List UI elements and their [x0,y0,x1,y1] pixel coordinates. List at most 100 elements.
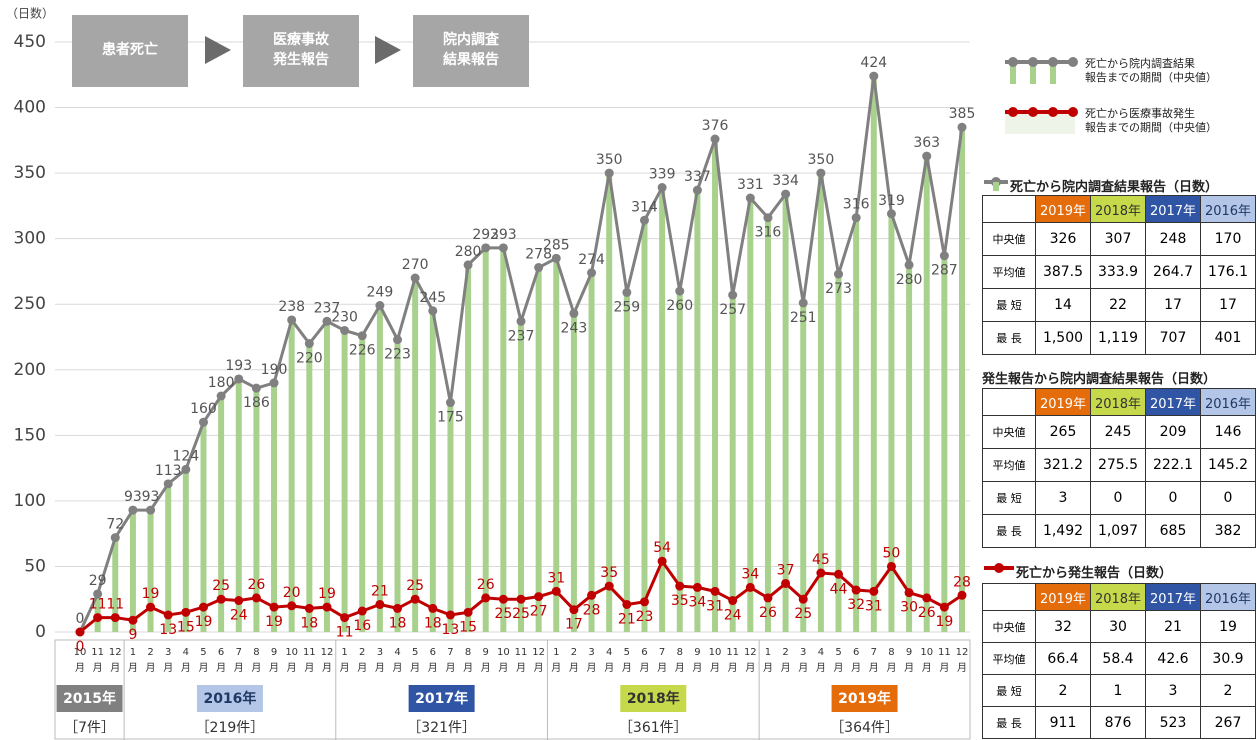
bar [923,156,930,633]
y-tick-label: 0 [35,622,46,642]
x-unit-label: 月 [234,662,244,674]
x-unit-label: 月 [886,662,896,674]
data-label: 257 [719,302,746,318]
data-label: 30 [900,600,918,616]
table-cell: 66.4 [1035,642,1091,675]
x-tick-label: 12 [109,647,122,658]
data-label: 175 [437,410,464,426]
table-cell: 401 [1200,321,1256,355]
point [745,193,755,203]
bar [870,76,877,633]
x-unit-label: 月 [357,662,367,674]
point [639,215,649,225]
table-cell: 42.6 [1145,642,1201,675]
point [251,593,261,603]
flow-step: 院内調査 結果報告 [413,15,529,87]
x-unit-label: 月 [340,662,350,674]
point [869,71,879,81]
data-label: 18 [424,615,442,631]
data-label: 15 [177,619,195,635]
table-cell: 326 [1035,222,1091,256]
bar [588,272,595,632]
table-header-row: 2019年 2018年 2017年 2016年 [982,583,1256,611]
table-title-text: 死亡から発生報告（日数） [1016,566,1173,581]
data-label: 316 [843,197,870,213]
data-label: 385 [949,106,975,122]
data-label: 113 [155,463,182,479]
table-row: 最 長 1,500 1,119 707 401 [982,321,1256,355]
table-cell: 387.5 [1035,255,1091,289]
table-cell: 248 [1145,222,1201,256]
table-cell: 209 [1145,415,1201,449]
data-label: 21 [618,611,636,627]
data-label: 220 [296,351,323,367]
year-box [196,685,263,712]
point [322,602,332,612]
table-cell: 32 [1035,610,1091,643]
table-cell: 264.7 [1145,255,1201,289]
point [763,593,773,603]
x-tick-label: 5 [412,647,418,658]
table-row-label: 最 長 [982,321,1036,355]
point [287,601,297,611]
table-row-label: 最 短 [982,481,1036,515]
x-tick-label: 6 [218,647,224,658]
point [886,561,896,571]
data-label: 274 [578,252,605,268]
x-tick-label: 11 [726,647,739,658]
point [498,594,508,604]
y-axis-label: （日数） [6,6,54,21]
point [181,607,191,617]
year-label: 2019年 [838,690,891,707]
data-label: 334 [772,173,799,189]
x-unit-label: 月 [569,662,579,674]
data-label: 9 [128,627,137,643]
data-label: 32 [847,597,865,613]
data-label: 21 [371,583,389,599]
table-row-label: 平均値 [982,255,1036,289]
x-unit-label: 月 [393,662,403,674]
point [410,594,420,604]
table-row-label: 中央値 [982,415,1036,449]
x-tick-label: 8 [677,647,683,658]
table-row: 平均値 387.5 333.9 264.7 176.1 [982,255,1256,289]
x-unit-label: 月 [163,662,173,674]
data-label: 45 [812,552,830,568]
data-label: 93 [142,489,160,505]
table-cell: 30.9 [1200,642,1256,675]
table-cell: 176.1 [1200,255,1256,289]
data-label: 18 [300,615,318,631]
x-tick-label: 12 [956,647,969,658]
bar [570,313,577,632]
point [781,189,791,199]
data-label: 28 [953,574,971,590]
bar [412,278,419,632]
bar [535,267,542,632]
data-label: 29 [89,573,107,589]
point [340,613,350,623]
point [569,308,579,318]
table-title-text: 発生報告から院内調査結果報告（日数） [982,372,1217,387]
data-label: 27 [530,604,548,620]
x-unit-label: 月 [251,662,261,674]
x-unit-label: 月 [728,662,738,674]
x-tick-label: 7 [871,647,877,658]
point [269,602,279,612]
point [604,168,614,178]
point [393,603,403,613]
point [463,607,473,617]
bar [694,190,701,632]
x-unit-label: 月 [639,662,649,674]
table-cell: 14 [1035,288,1091,322]
table-row-label: 最 長 [982,514,1036,548]
bar [323,321,330,632]
table-cell: 1,119 [1090,321,1146,355]
y-tick-label: 150 [14,425,46,445]
x-tick-label: 5 [200,647,206,658]
x-tick-label: 6 [853,647,859,658]
x-tick-label: 7 [447,647,453,658]
stats-table: 2019年 2018年 2017年 2016年 中央値 326 307 248 170 平均値 38… [982,195,1256,355]
point [534,263,544,273]
point [93,589,103,599]
